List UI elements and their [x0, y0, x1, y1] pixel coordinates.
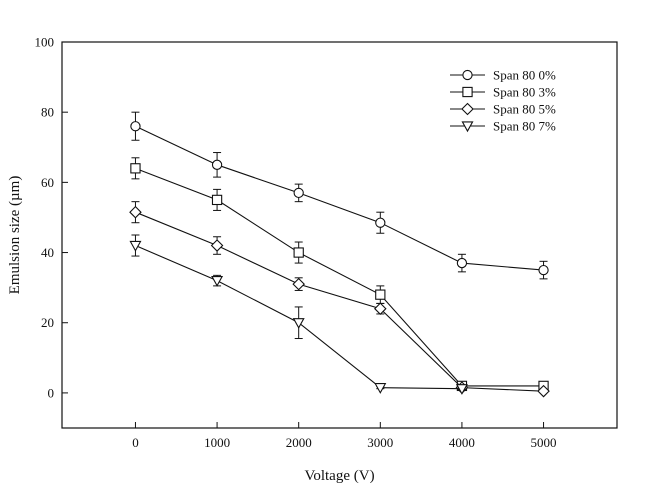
- data-point: [211, 159, 223, 170]
- legend-label: Span 80 7%: [493, 119, 556, 134]
- data-point: [293, 247, 304, 258]
- x-axis-title: Voltage (V): [304, 468, 374, 484]
- x-tick-label: 1000: [204, 435, 230, 450]
- legend-label: Span 80 5%: [493, 102, 556, 117]
- data-point: [129, 205, 142, 219]
- series-line: [135, 125, 544, 271]
- data-point: [537, 384, 550, 398]
- plot-frame: [61, 41, 618, 429]
- series-layer: [129, 111, 550, 398]
- data-point: [210, 239, 224, 252]
- legend-item: Span 80 5%: [450, 102, 556, 117]
- series-line: [135, 211, 544, 392]
- axis-ticks: 0 1000 2000 3000 4000 5000 0 20 40 60 80 100: [35, 35, 557, 451]
- series-line: [135, 167, 544, 387]
- legend-marker: [461, 121, 474, 133]
- series-1: [130, 111, 549, 280]
- data-point: [374, 383, 387, 394]
- data-point: [455, 384, 468, 395]
- legend-marker: [462, 69, 473, 81]
- data-point: [211, 276, 224, 287]
- legend-item: Span 80 3%: [450, 85, 556, 100]
- legend-item: Span 80 7%: [450, 119, 556, 134]
- y-tick-label: 100: [35, 35, 55, 50]
- data-point: [375, 217, 386, 228]
- data-point: [456, 257, 468, 269]
- data-point: [130, 121, 141, 132]
- data-point: [375, 289, 386, 300]
- x-tick-label: 2000: [286, 435, 312, 450]
- x-tick-label: 3000: [367, 435, 393, 450]
- series-4: [129, 234, 468, 395]
- x-tick-label: 0: [132, 435, 139, 450]
- series-3: [129, 201, 550, 398]
- y-tick-label: 40: [41, 245, 54, 260]
- legend-label: Span 80 0%: [493, 68, 556, 83]
- data-point: [293, 187, 304, 199]
- data-point: [211, 194, 223, 206]
- y-tick-label: 0: [48, 385, 55, 400]
- legend-marker: [462, 86, 473, 98]
- legend-marker: [461, 102, 474, 116]
- data-point: [292, 277, 305, 291]
- data-point: [130, 163, 141, 174]
- data-point: [292, 318, 305, 329]
- data-point: [129, 240, 142, 252]
- data-point: [374, 302, 387, 315]
- legend-label: Span 80 3%: [493, 85, 556, 100]
- y-tick-label: 60: [41, 175, 54, 190]
- legend: Span 80 0% Span 80 3% Span 80 5% Span 80 7%: [450, 68, 556, 134]
- x-tick-label: 4000: [449, 435, 475, 450]
- y-axis-title: Emulsion size (µm): [7, 176, 23, 295]
- legend-item: Span 80 0%: [450, 68, 556, 83]
- x-tick-label: 5000: [531, 435, 557, 450]
- y-tick-label: 20: [41, 315, 54, 330]
- data-point: [538, 264, 549, 276]
- y-tick-label: 80: [41, 105, 54, 120]
